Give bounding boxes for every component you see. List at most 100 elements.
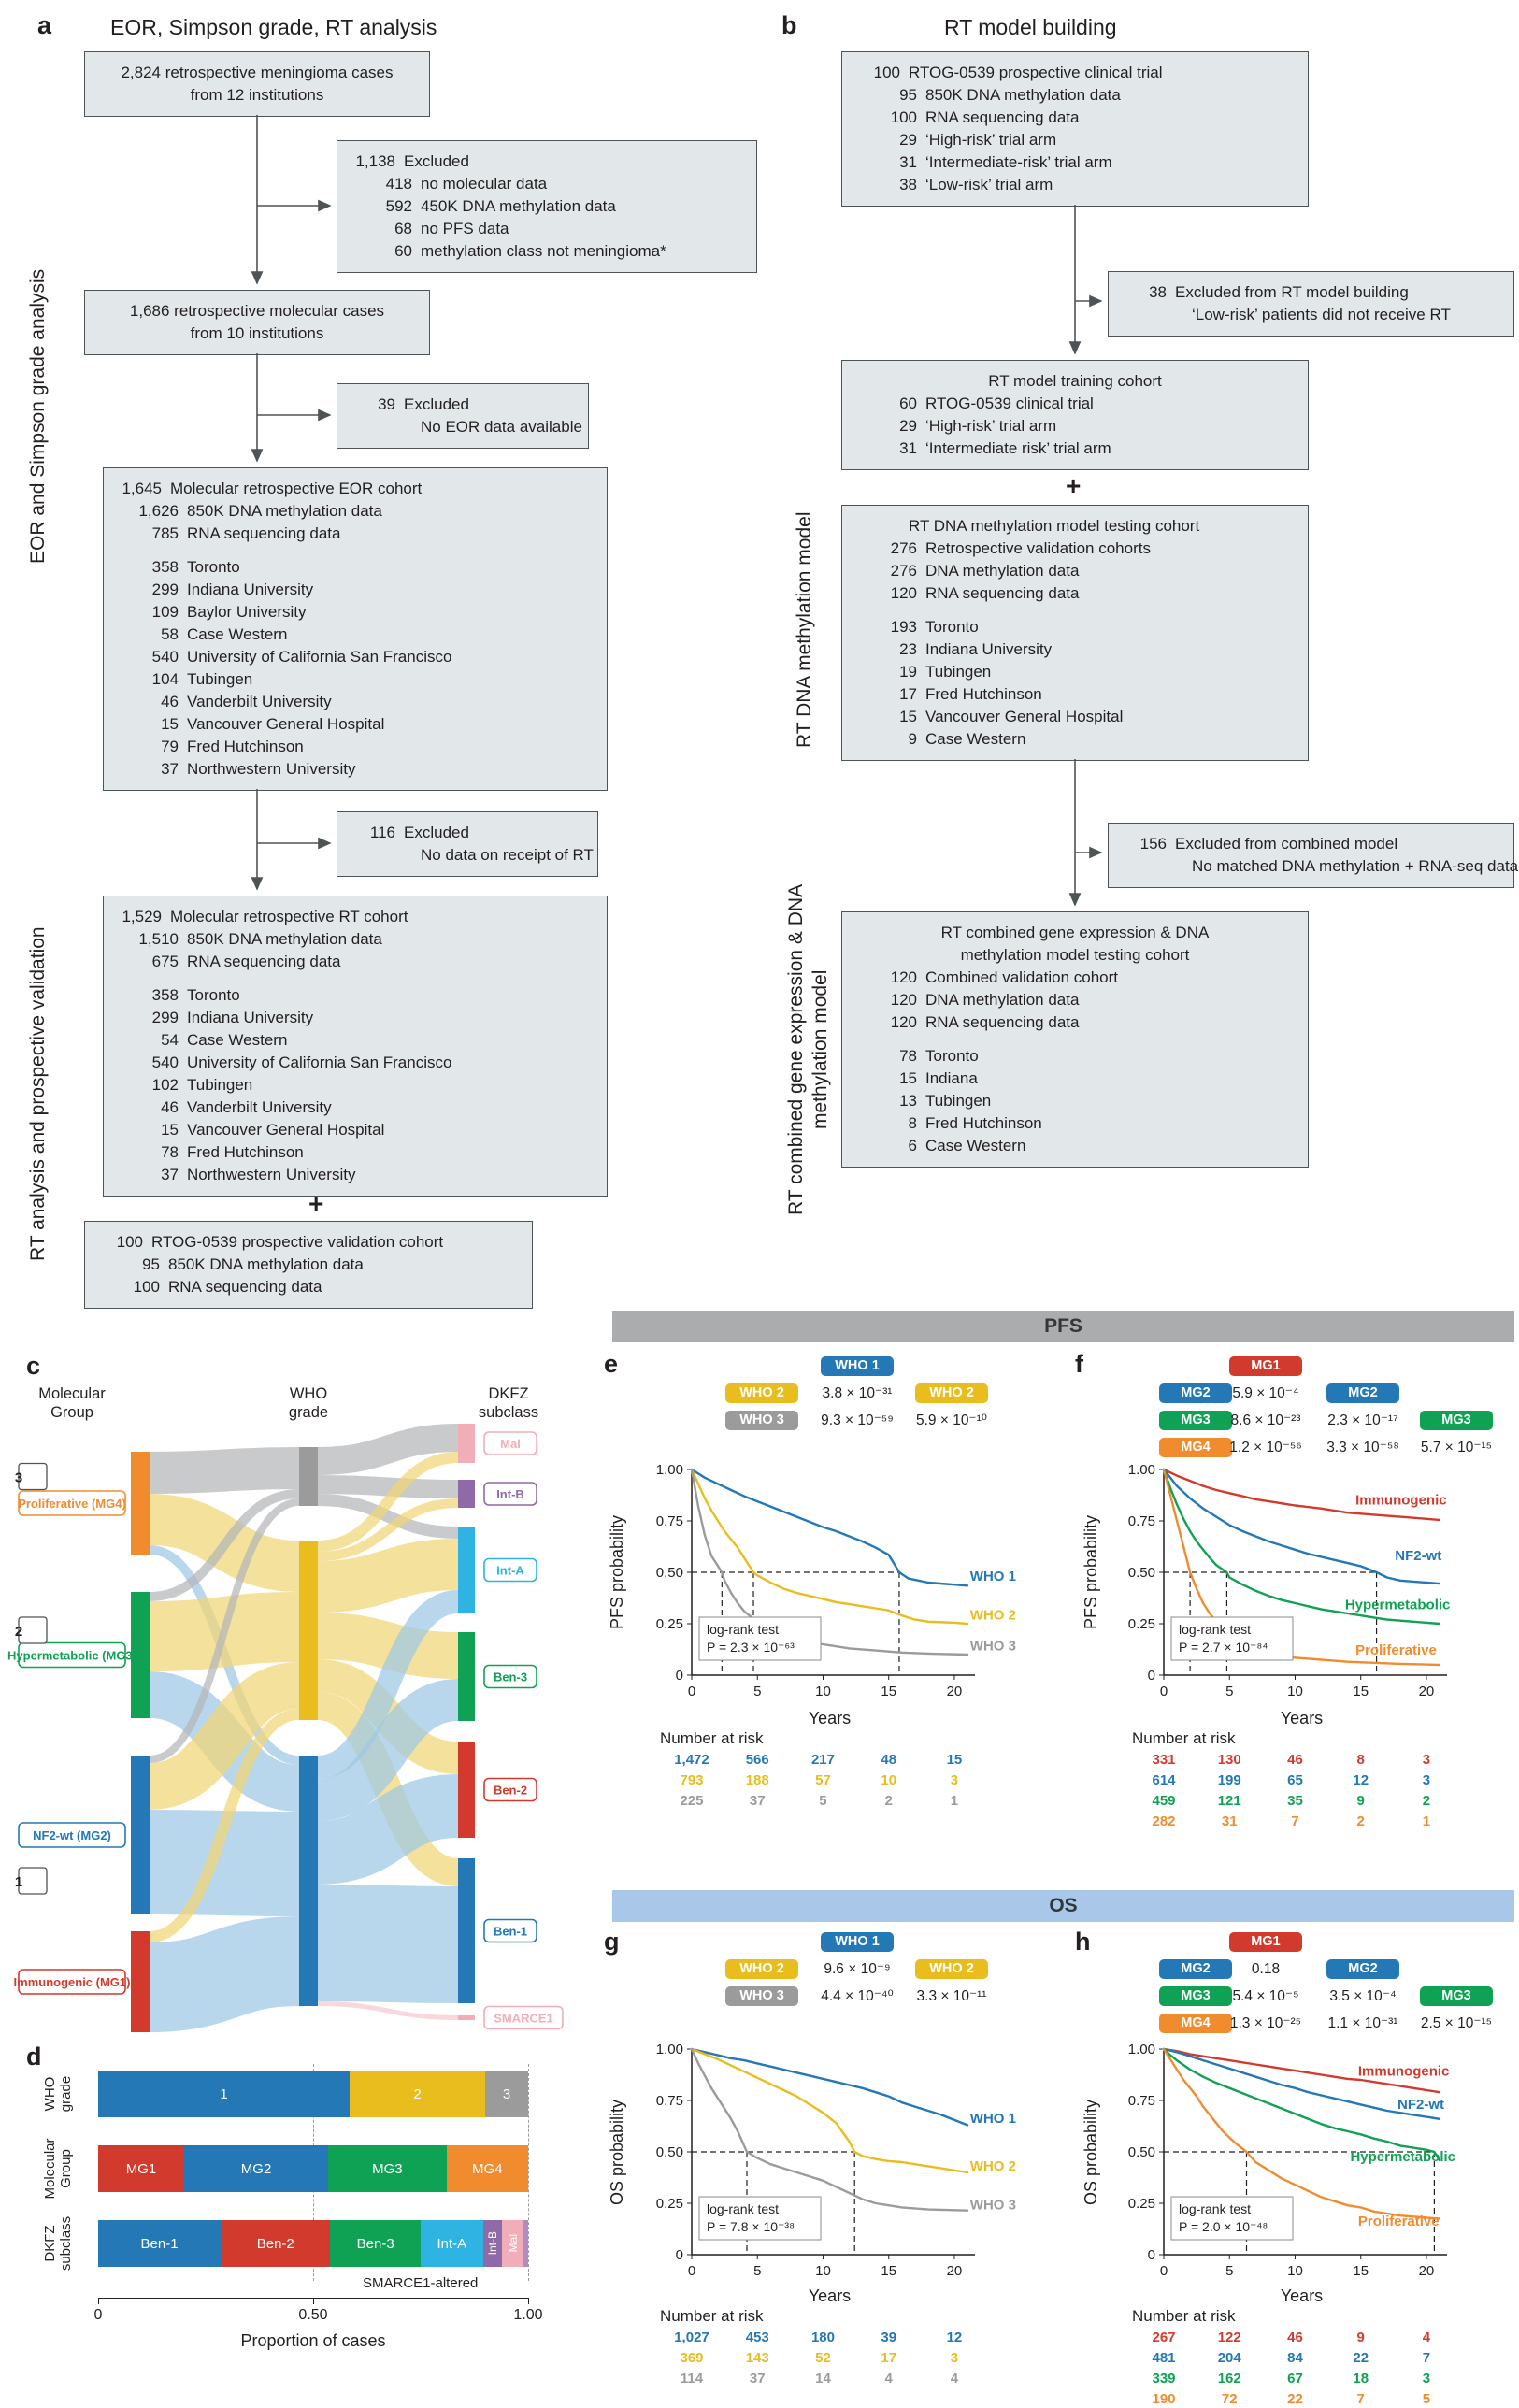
count: 79	[161, 738, 179, 755]
molecular-group-chip	[18, 1822, 126, 1848]
sankey-node-3	[299, 1447, 318, 1506]
flow-line-label: Indiana University	[187, 580, 314, 598]
risk-count: 5	[819, 1793, 827, 1809]
count: 100	[116, 1233, 143, 1251]
flow-line: 276 DNA methylation data	[853, 560, 1297, 582]
plus-sign: +	[1066, 471, 1082, 500]
flow-line-label: No matched DNA methylation + RNA-seq dat…	[1192, 857, 1519, 875]
dkfz-subclass-chip	[483, 1557, 537, 1583]
survival-curve-Hypermetabolic	[1162, 2047, 1441, 2162]
flow-line: 1,510 850K DNA methylation data	[115, 928, 595, 951]
count: 120	[890, 968, 917, 986]
flow-box-rtog-validation: 100 RTOG-0539 prospective validation coho…	[84, 1221, 533, 1309]
x-tick-label: 10	[1287, 2263, 1303, 2279]
count: 60	[394, 242, 412, 260]
flow-line: 29 ‘High-risk’ trial arm	[853, 129, 1297, 151]
flow-box-excluded-38: 38 Excluded from RT model building ‘Low-ri…	[1108, 271, 1514, 337]
flow-line: 15 Vancouver General Hospital	[115, 1119, 595, 1141]
sankey-node-SMARCE1	[458, 2015, 475, 2020]
column-header: Group	[50, 1404, 93, 1421]
flow-line: 120 RNA sequencing data	[853, 1011, 1297, 1034]
dkfz-subclass-chip-label: Ben-2	[494, 1784, 527, 1798]
km-h-ylabel: OS probability	[1082, 2099, 1100, 2205]
flow-line-label: Indiana	[925, 1069, 978, 1087]
who-grade-label: 2	[15, 1624, 22, 1640]
risk-count: 3	[1422, 1772, 1431, 1788]
flow-line: RT combined gene expression & DNA	[940, 924, 1210, 941]
risk-count: 72	[1221, 2391, 1238, 2407]
risk-count: 3	[1422, 2371, 1431, 2386]
count: 1,645	[122, 480, 162, 497]
p-value: 9.6 × 10⁻⁹	[824, 1961, 891, 1977]
flow-line: 31 ‘Intermediate risk’ trial arm	[853, 437, 1297, 460]
count: 540	[151, 648, 179, 666]
group-chip-cell: MG2	[1159, 1959, 1232, 1979]
panel-f-letter: f	[1075, 1350, 1083, 1378]
km-g-plot: 0 5 10 15 20 0 0.25 0.50 0.75 1.00 WHO 1 WHO 2 WHO 3…	[656, 2042, 1016, 2279]
flow-line: 358 Toronto	[115, 556, 595, 579]
x-axis-title: Proportion of cases	[240, 2331, 386, 2350]
molecular-group-chip-label: Proliferative (MG4)	[18, 1497, 126, 1511]
count: 116	[369, 824, 395, 841]
risk-count: 481	[1152, 2350, 1176, 2366]
y-tick-label: 0.25	[1128, 2196, 1155, 2212]
flow-box-excluded-156: 156 Excluded from combined model No matche…	[1108, 823, 1518, 888]
y-tick-label: 0.50	[1128, 1565, 1155, 1581]
risk-row: 282 31 7 2 1	[1117, 1813, 1519, 1834]
risk-count: 5	[1422, 2391, 1431, 2407]
flow-line: 95 850K DNA methylation data	[96, 1254, 521, 1276]
count: 31	[899, 439, 917, 457]
proportion-bars: WHO grade 1 2 3 Molecular Group MG1 MG2 MG3 MG4 DKF…	[19, 2057, 598, 2408]
sankey-flow-MG1-to-2	[149, 1709, 300, 1942]
count: 15	[899, 1069, 917, 1087]
flow-box-eor-cohort: 1,645 Molecular retrospective EOR cohort 1…	[103, 467, 608, 791]
who-grade-chip	[18, 1616, 48, 1644]
risk-count: 199	[1217, 1772, 1241, 1788]
sankey-flow-1-to-Int-A	[316, 1590, 460, 1779]
risk-count: 130	[1217, 1752, 1241, 1768]
flow-line-label: RT DNA methylation model testing cohort	[909, 517, 1200, 535]
flow-line: No matched DNA methylation + RNA-seq dat…	[1120, 855, 1518, 878]
curve-label-Proliferative: Proliferative	[1355, 1642, 1437, 1658]
count: 102	[151, 1076, 179, 1094]
dkfz-subclass-chip	[483, 1777, 537, 1802]
bar-segment-Int-B: Int-B	[482, 2220, 503, 2267]
survival-curve-Immunogenic	[1162, 2047, 1441, 2094]
sankey-node-Ben-1	[458, 1858, 475, 2003]
count: 68	[394, 220, 412, 237]
group-chip: WHO 3	[725, 1986, 798, 2006]
flow-line: 29 ‘High-risk’ trial arm	[853, 415, 1297, 437]
segment-label: MG1	[125, 2160, 157, 2177]
flow-line: 17 Fred Hutchinson	[853, 683, 1297, 706]
risk-row: 267 122 46 9 4	[1117, 2329, 1519, 2350]
count	[853, 515, 900, 538]
x-tick-label: 20	[1419, 2263, 1435, 2279]
sankey-node-MG1	[131, 1931, 150, 2032]
risk-count: 39	[881, 2329, 897, 2345]
curve-label-WHO 3: WHO 3	[970, 2198, 1016, 2214]
risk-count: 31	[1221, 1813, 1238, 1829]
risk-row: 1,027 453 180 39 12	[645, 2329, 1047, 2350]
risk-count: 10	[881, 1772, 897, 1788]
flow-box-combined-testing: RT combined gene expression & DNA methyla…	[841, 911, 1309, 1168]
risk-count: 3	[950, 1772, 959, 1788]
group-chip: MG2	[1159, 1383, 1232, 1403]
flow-line: RT DNA methylation model testing cohort	[853, 515, 1297, 538]
segment-label: 1	[220, 2086, 228, 2102]
sankey-flow-2-to-Ben-1	[316, 1692, 460, 1886]
stacked-bar: MG1 MG2 MG3 MG4	[98, 2145, 528, 2192]
flow-line: 102 Tubingen	[115, 1074, 595, 1096]
y-tick-label: 1.00	[656, 1462, 683, 1478]
curve-label-Hypermetabolic: Hypermetabolic	[1345, 1598, 1451, 1613]
group-chip: MG1	[1229, 1356, 1302, 1376]
count: 299	[151, 580, 179, 598]
flow-line: 104 Tubingen	[115, 668, 595, 691]
km-f-plot: 0 5 10 15 20 0 0.25 0.50 0.75 1.00 Immunogenic NF2-…	[1128, 1462, 1451, 1699]
flow-line: 193 Toronto	[853, 616, 1297, 638]
risk-count: 1,027	[674, 2329, 709, 2345]
p-value: 2.3 × 10⁻¹⁷	[1327, 1412, 1398, 1428]
risk-count: 4	[950, 2371, 959, 2386]
p-value: 5.9 × 10⁻⁴	[1232, 1385, 1299, 1401]
count: 29	[899, 131, 917, 149]
count: 23	[899, 640, 917, 658]
